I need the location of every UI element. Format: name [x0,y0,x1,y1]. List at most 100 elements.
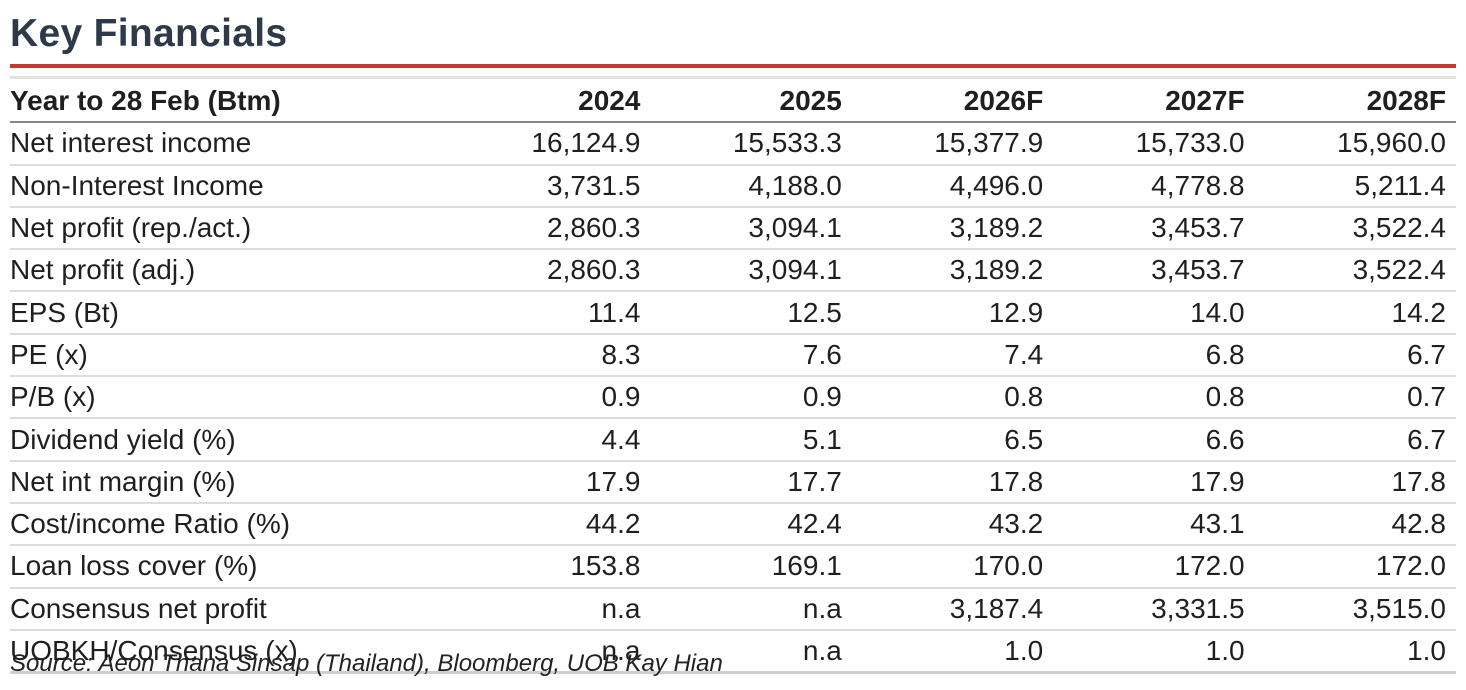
row-label: EPS (Bt) [10,291,450,335]
table-cell: 1.0 [1254,629,1456,675]
table-cell: 15,960.0 [1254,122,1456,166]
table-cell: 4.4 [449,418,651,462]
row-label: Net interest income [10,122,450,166]
table-cell: 0.8 [1053,376,1255,420]
table-cell: 3,515.0 [1254,587,1456,631]
table-cell: 0.9 [650,376,852,420]
table-cell: 2,860.3 [449,206,651,251]
table-cell: 3,522.4 [1254,206,1456,251]
table-cell: 7.4 [851,333,1054,378]
table-row: P/B (x) 0.9 0.9 0.8 0.8 0.7 [10,376,1456,420]
column-header-2026f: 2026F [851,81,1054,124]
table-cell: 12.5 [650,291,852,335]
table-cell: 0.7 [1254,376,1456,420]
table-cell: 16,124.9 [449,122,651,166]
table-cell: 1.0 [1053,629,1255,675]
table-cell: 17.8 [851,460,1054,504]
table-cell: 3,094.1 [650,206,852,251]
table-cell: 42.8 [1254,502,1456,547]
row-label: Net profit (adj.) [10,249,450,293]
table-cell: 3,453.7 [1053,206,1255,251]
row-label: P/B (x) [10,376,450,420]
table-cell: 3,453.7 [1053,249,1255,293]
table-cell: 172.0 [1053,545,1255,589]
table-row: Net interest income 16,124.9 15,533.3 15,37… [10,122,1456,166]
table-cell: 1.0 [851,629,1054,675]
table-cell: 6.8 [1053,333,1255,378]
table-cell: 14.0 [1053,291,1255,335]
table-cell: 6.5 [851,418,1054,462]
column-header-2025: 2025 [650,81,852,124]
table-cell: 15,533.3 [650,122,852,166]
table-cell: 6.6 [1053,418,1255,462]
table-cell: 3,187.4 [851,587,1054,631]
table-cell: 17.7 [650,460,852,504]
table-cell: 169.1 [650,545,852,589]
table-cell: 3,189.2 [851,206,1054,251]
table-cell: n.a [650,587,852,631]
table-cell: 15,733.0 [1053,122,1255,166]
table-row: Net profit (rep./act.) 2,860.3 3,094.1 3,18… [10,206,1456,251]
table-cell: 3,731.5 [449,164,651,208]
row-label: Dividend yield (%) [10,418,450,462]
table-cell: 17.9 [1053,460,1255,504]
page-title: Key Financials [10,12,288,55]
row-label: Net int margin (%) [10,460,450,504]
table-cell: 6.7 [1254,418,1456,462]
table-cell: 11.4 [449,291,651,335]
table-cell: 15,377.9 [851,122,1054,166]
table-row: EPS (Bt) 11.4 12.5 12.9 14.0 14.2 [10,291,1456,335]
column-header-label: Year to 28 Feb (Btm) [10,81,450,124]
table-cell: 3,094.1 [650,249,852,293]
table-cell: 6.7 [1254,333,1456,378]
table-cell: n.a [449,629,651,675]
row-label: Cost/income Ratio (%) [10,502,450,547]
table-cell: 4,496.0 [851,164,1054,208]
table-cell: 17.8 [1254,460,1456,504]
title-rule [10,64,1456,68]
table-cell: 42.4 [650,502,852,547]
table-cell: 4,778.8 [1053,164,1255,208]
row-label: Consensus net profit [10,587,450,631]
table-cell: 3,189.2 [851,249,1054,293]
table-cell: 3,331.5 [1053,587,1255,631]
column-header-2028f: 2028F [1254,81,1456,124]
table-cell: 3,522.4 [1254,249,1456,293]
table-cell: 5.1 [650,418,852,462]
table-cell: 2,860.3 [449,249,651,293]
table-cell: 17.9 [449,460,651,504]
table-row: Dividend yield (%) 4.4 5.1 6.5 6.6 6.7 [10,418,1456,462]
table-row: PE (x) 8.3 7.6 7.4 6.8 6.7 [10,333,1456,378]
table-cell: 0.9 [449,376,651,420]
table-row: Net int margin (%) 17.9 17.7 17.8 17.9 17.8 [10,460,1456,504]
table-cell: 44.2 [449,502,651,547]
table-row: Consensus net profit n.a n.a 3,187.4 3,331.5… [10,587,1456,631]
table-cell: 14.2 [1254,291,1456,335]
table-cell: 172.0 [1254,545,1456,589]
row-label: Non-Interest Income [10,164,450,208]
row-label: Loan loss cover (%) [10,545,450,589]
table-cell: n.a [449,587,651,631]
header-row: Year to 28 Feb (Btm) 2024 2025 2026F 202… [10,81,1456,124]
table-cell: 7.6 [650,333,852,378]
financials-table: Year to 28 Feb (Btm) 2024 2025 2026F 202… [10,81,1456,675]
table-cell: n.a [650,629,852,675]
table-row: Non-Interest Income 3,731.5 4,188.0 4,496.0… [10,164,1456,208]
table-cell: 153.8 [449,545,651,589]
table-row: Cost/income Ratio (%) 44.2 42.4 43.2 43.1 42.… [10,502,1456,547]
header-rule [10,76,1456,79]
table-row: UOBKH/Consensus (x) n.a n.a 1.0 1.0 1.0 [10,629,1456,675]
table-cell: 43.1 [1053,502,1255,547]
table-cell: 43.2 [851,502,1054,547]
row-label: Net profit (rep./act.) [10,206,450,251]
table-cell: 0.8 [851,376,1054,420]
table-cell: 12.9 [851,291,1054,335]
table-row: Net profit (adj.) 2,860.3 3,094.1 3,189.2 3,… [10,249,1456,293]
table-cell: 4,188.0 [650,164,852,208]
row-label: PE (x) [10,333,450,378]
table-cell: 170.0 [851,545,1054,589]
column-header-2027f: 2027F [1053,81,1255,124]
table-row: Loan loss cover (%) 153.8 169.1 170.0 172.0 1… [10,545,1456,589]
column-header-2024: 2024 [449,81,651,124]
source-note: Source: Aeon Thana Sinsap (Thailand), Bl… [10,650,723,677]
